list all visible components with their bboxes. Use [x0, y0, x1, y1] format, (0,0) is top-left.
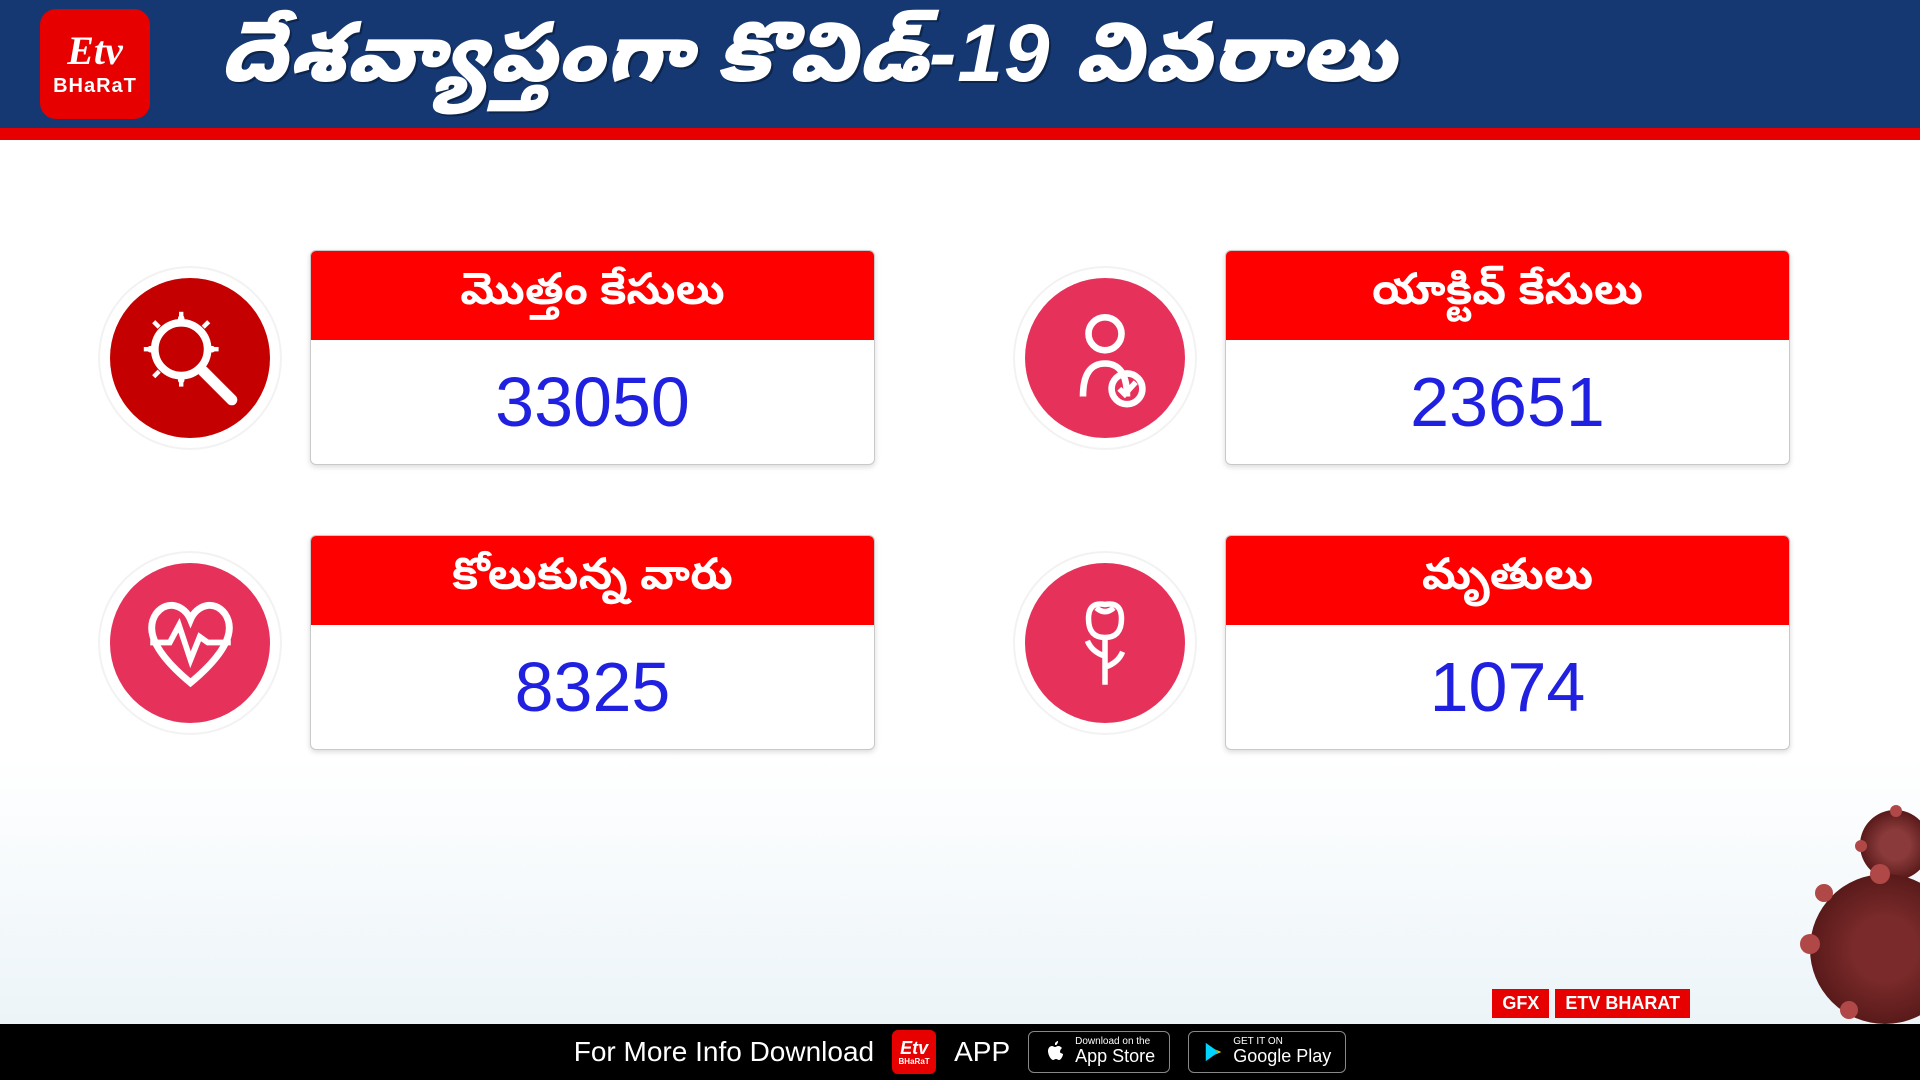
- stats-grid: మొత్తం కేసులు 33050 యాక్టివ్ కేసులు 2365…: [0, 140, 1920, 750]
- tile-recovered: కోలుకున్న వారు 8325: [100, 535, 875, 750]
- virus-decor-icon: [1860, 810, 1920, 880]
- card-total: మొత్తం కేసులు 33050: [310, 250, 875, 465]
- card-active-label: యాక్టివ్ కేసులు: [1226, 251, 1789, 340]
- card-deaths: మృతులు 1074: [1225, 535, 1790, 750]
- card-deaths-value: 1074: [1226, 625, 1789, 749]
- gfx-right: ETV BHARAT: [1555, 989, 1690, 1018]
- card-active-value: 23651: [1226, 340, 1789, 464]
- recovered-icon-wrap: [100, 553, 280, 733]
- page-title: దేశవ్యాప్తంగా కొవిడ్-19 వివరాలు: [220, 7, 1397, 121]
- tile-total: మొత్తం కేసులు 33050: [100, 250, 875, 465]
- brand-logo-top: Etv: [67, 31, 123, 71]
- total-icon-wrap: [100, 268, 280, 448]
- footer-app-label: APP: [954, 1036, 1010, 1068]
- brand-logo: Etv BHaRaT: [40, 9, 150, 119]
- apple-icon: [1043, 1040, 1067, 1064]
- playstore-badge[interactable]: GET IT ON Google Play: [1188, 1031, 1346, 1073]
- magnifier-virus-icon: [110, 278, 270, 438]
- brand-logo-bottom: BHaRaT: [53, 75, 137, 98]
- active-icon-wrap: [1015, 268, 1195, 448]
- tile-deaths: మృతులు 1074: [1015, 535, 1790, 750]
- footer-brand-bottom: BHaRaT: [899, 1057, 930, 1066]
- card-recovered-value: 8325: [311, 625, 874, 749]
- gfx-left: GFX: [1492, 989, 1549, 1018]
- person-check-icon: [1025, 278, 1185, 438]
- card-total-value: 33050: [311, 340, 874, 464]
- card-recovered-label: కోలుకున్న వారు: [311, 536, 874, 625]
- card-recovered: కోలుకున్న వారు 8325: [310, 535, 875, 750]
- footer-brand-top: Etv: [900, 1039, 928, 1057]
- appstore-badge[interactable]: Download on the App Store: [1028, 1031, 1170, 1073]
- gfx-tag: GFX ETV BHARAT: [1492, 989, 1690, 1018]
- footer-brand-logo: Etv BHaRaT: [892, 1030, 936, 1074]
- footer-text: For More Info Download: [574, 1036, 874, 1068]
- card-total-label: మొత్తం కేసులు: [311, 251, 874, 340]
- footer: For More Info Download Etv BHaRaT APP Do…: [0, 1024, 1920, 1080]
- heartbeat-icon: [110, 563, 270, 723]
- deaths-icon-wrap: [1015, 553, 1195, 733]
- virus-decor-icon: [1810, 874, 1920, 1024]
- card-deaths-label: మృతులు: [1226, 536, 1789, 625]
- play-icon: [1203, 1041, 1225, 1063]
- appstore-big: App Store: [1075, 1047, 1155, 1067]
- header: Etv BHaRaT దేశవ్యాప్తంగా కొవిడ్-19 వివరా…: [0, 0, 1920, 140]
- playstore-big: Google Play: [1233, 1047, 1331, 1067]
- tile-active: యాక్టివ్ కేసులు 23651: [1015, 250, 1790, 465]
- rose-icon: [1025, 563, 1185, 723]
- card-active: యాక్టివ్ కేసులు 23651: [1225, 250, 1790, 465]
